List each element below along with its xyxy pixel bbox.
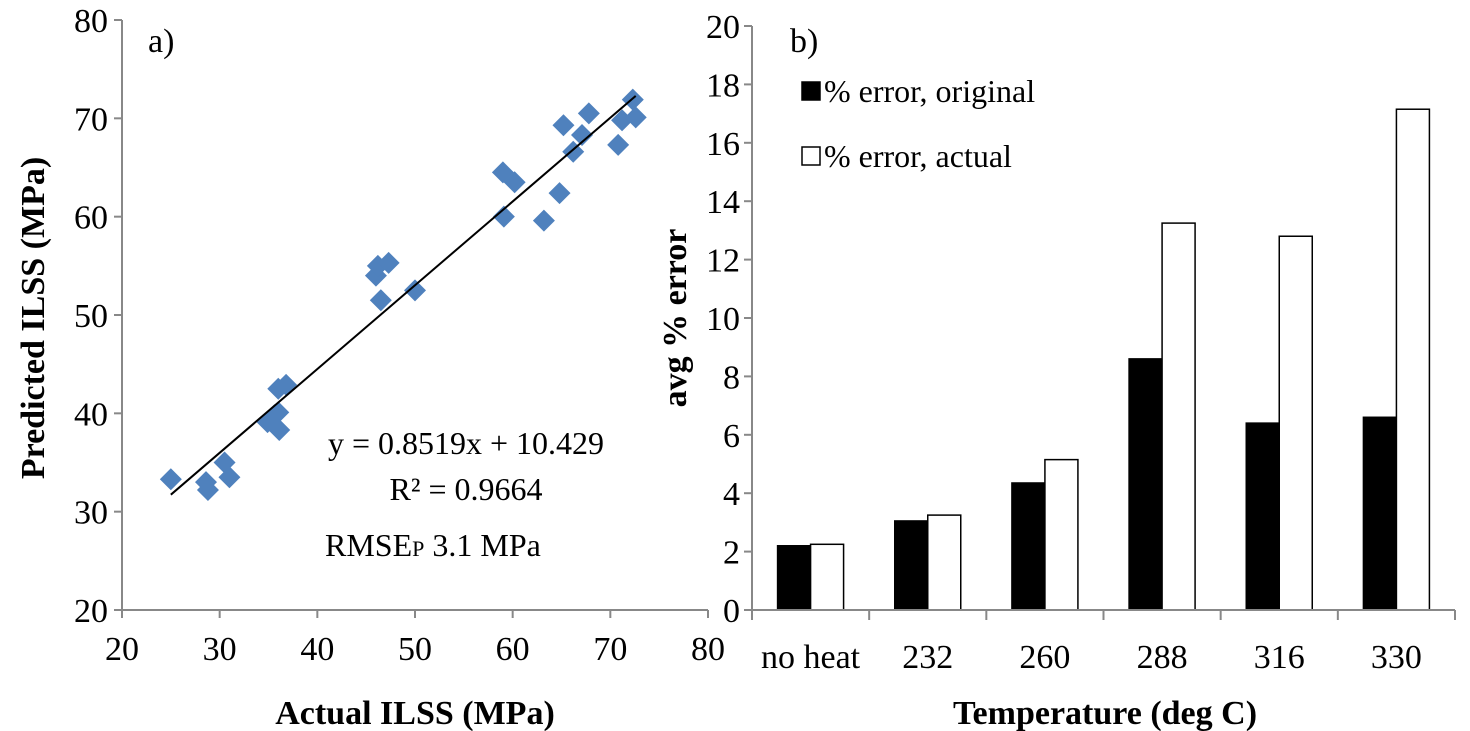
scatter-point bbox=[562, 140, 585, 163]
scatter-point bbox=[159, 468, 182, 491]
y-tick-label: 20 bbox=[74, 593, 108, 630]
regression-equation: y = 0.8519x + 10.429 bbox=[328, 425, 604, 461]
bar-actual bbox=[1161, 222, 1196, 611]
bar-actual bbox=[927, 514, 962, 611]
y-tick-label: 50 bbox=[74, 298, 108, 335]
bar-marks bbox=[776, 108, 1431, 611]
rmse-sub: P bbox=[412, 536, 424, 561]
y-tick-label: 20 bbox=[706, 9, 740, 46]
rmse-main: RMSE bbox=[325, 527, 412, 563]
y-tick-label: 18 bbox=[706, 67, 740, 104]
scatter-point bbox=[491, 161, 514, 184]
bar-x-label: Temperature (deg C) bbox=[953, 695, 1257, 731]
x-tick-label: 40 bbox=[300, 631, 334, 668]
y-tick-label: 0 bbox=[723, 593, 740, 630]
scatter-point bbox=[532, 209, 555, 232]
y-tick-label: 80 bbox=[74, 3, 108, 40]
scatter-point bbox=[548, 182, 571, 205]
scatter-point bbox=[268, 419, 291, 442]
scatter-point bbox=[577, 102, 600, 125]
y-tick-label: 40 bbox=[74, 396, 108, 433]
bar-actual bbox=[1044, 458, 1079, 611]
bar-original bbox=[776, 545, 812, 611]
bar-actual bbox=[1395, 108, 1431, 611]
bar-original bbox=[1011, 482, 1046, 611]
scatter-point bbox=[624, 106, 647, 129]
rmse-value: 3.1 MPa bbox=[424, 527, 540, 563]
panel-label-a: a) bbox=[148, 23, 174, 60]
scatter-panel: a) 20 30 40 50 60 70 80 20 30 40 50 60 70 80 y = 0.8… bbox=[15, 3, 725, 731]
scatter-point bbox=[571, 124, 594, 147]
y-tick-label: 10 bbox=[706, 301, 740, 338]
x-tick-label: 20 bbox=[105, 631, 139, 668]
y-tick-label: 8 bbox=[723, 359, 740, 396]
bar-x-ticks: no heat 232 260 288 316 330 bbox=[751, 610, 1456, 676]
y-tick-label: 4 bbox=[723, 476, 740, 513]
category-label: 316 bbox=[1254, 639, 1305, 676]
scatter-point bbox=[369, 289, 392, 312]
scatter-point bbox=[503, 171, 526, 194]
x-tick-label: 60 bbox=[496, 631, 530, 668]
x-tick-label: 70 bbox=[593, 631, 627, 668]
legend-label: % error, actual bbox=[824, 138, 1012, 174]
y-tick-label: 2 bbox=[723, 535, 740, 572]
bar-y-label: avg % error bbox=[657, 229, 694, 408]
scatter-point bbox=[607, 133, 630, 156]
scatter-x-ticks: 20 30 40 50 60 70 80 bbox=[105, 610, 725, 668]
bar-legend: % error, original % error, actual bbox=[801, 73, 1035, 174]
y-tick-label: 16 bbox=[706, 126, 740, 163]
scatter-x-label: Actual ILSS (MPa) bbox=[275, 695, 555, 731]
scatter-point bbox=[492, 205, 515, 228]
category-label: 330 bbox=[1371, 639, 1422, 676]
trendline bbox=[170, 95, 637, 496]
bar-y-ticks: 0 2 4 6 8 10 12 14 16 18 20 bbox=[706, 9, 752, 630]
panel-label-b: b) bbox=[790, 23, 818, 60]
scatter-y-ticks: 20 30 40 50 60 70 80 bbox=[74, 3, 122, 630]
bar-original bbox=[1362, 416, 1398, 611]
y-tick-label: 30 bbox=[74, 495, 108, 532]
category-label: 288 bbox=[1137, 639, 1188, 676]
bar-original bbox=[894, 520, 929, 611]
y-tick-label: 12 bbox=[706, 243, 740, 280]
x-tick-label: 50 bbox=[398, 631, 432, 668]
category-label: 232 bbox=[902, 639, 953, 676]
scatter-point bbox=[196, 479, 219, 502]
y-tick-label: 14 bbox=[706, 184, 740, 221]
bar-actual bbox=[809, 543, 845, 611]
legend-swatch bbox=[801, 146, 821, 166]
scatter-point bbox=[552, 114, 575, 137]
legend-label: % error, original bbox=[824, 73, 1035, 109]
bar-actual bbox=[1278, 235, 1313, 611]
rmse-annotation: RMSEP 3.1 MPa bbox=[325, 527, 541, 563]
scatter-point bbox=[404, 279, 426, 302]
scatter-points bbox=[159, 88, 647, 502]
scatter-y-label: Predicted ILSS (MPa) bbox=[15, 157, 52, 479]
category-label: no heat bbox=[761, 639, 861, 676]
y-tick-label: 70 bbox=[74, 101, 108, 138]
x-tick-label: 30 bbox=[203, 631, 237, 668]
bar-original bbox=[1128, 358, 1163, 611]
scatter-point bbox=[377, 251, 400, 274]
x-tick-label: 80 bbox=[691, 631, 725, 668]
bar-panel: b) 0 2 4 6 8 10 12 14 16 18 20 no heat 232 260 288 316… bbox=[657, 9, 1456, 731]
r-squared: R² = 0.9664 bbox=[390, 471, 543, 507]
scatter-point bbox=[218, 466, 241, 489]
y-tick-label: 60 bbox=[74, 200, 108, 237]
category-label: 260 bbox=[1019, 639, 1070, 676]
bar-original bbox=[1245, 422, 1280, 611]
y-tick-label: 6 bbox=[723, 418, 740, 455]
legend-swatch bbox=[801, 81, 821, 101]
